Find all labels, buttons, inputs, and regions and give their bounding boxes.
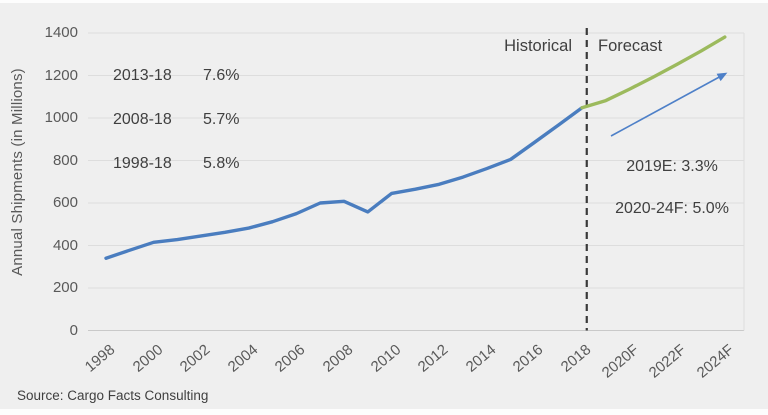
trend-arrow-shaft <box>610 74 724 137</box>
cagr-row: 1998-18 5.8% <box>113 155 313 173</box>
cagr-value: 5.7% <box>203 111 240 128</box>
forecast-zone-label: Forecast <box>598 37 663 55</box>
cagr-value: 7.6% <box>203 67 240 84</box>
forecast-line <box>580 35 727 110</box>
cagr-row: 2013-18 7.6% <box>113 67 313 85</box>
y-tick-label: 1000 <box>44 109 78 126</box>
y-tick-label: 800 <box>52 152 78 169</box>
cagr-period: 2008-18 <box>113 111 172 128</box>
historical-line <box>104 106 584 260</box>
cagr-row: 2008-18 5.7% <box>113 111 313 129</box>
y-tick-label: 600 <box>52 194 78 211</box>
forecast-note-2020-24: 2020-24F: 5.0% <box>615 200 729 217</box>
historical-zone-label: Historical <box>504 37 572 55</box>
top-margin <box>0 0 768 3</box>
y-tick-label: 1400 <box>44 24 78 41</box>
bottom-margin <box>0 409 768 415</box>
y-tick-label: 400 <box>52 237 78 254</box>
trend-arrow-head <box>716 72 728 82</box>
cagr-period: 2013-18 <box>113 67 172 84</box>
y-tick-label: 0 <box>69 322 78 339</box>
forecast-note-2019: 2019E: 3.3% <box>626 158 718 175</box>
y-tick-label: 1200 <box>44 67 78 84</box>
cagr-value: 5.8% <box>203 155 240 172</box>
y-tick-label: 200 <box>52 279 78 296</box>
cagr-period: 1998-18 <box>113 155 172 172</box>
source-text: Source: Cargo Facts Consulting <box>17 388 209 403</box>
